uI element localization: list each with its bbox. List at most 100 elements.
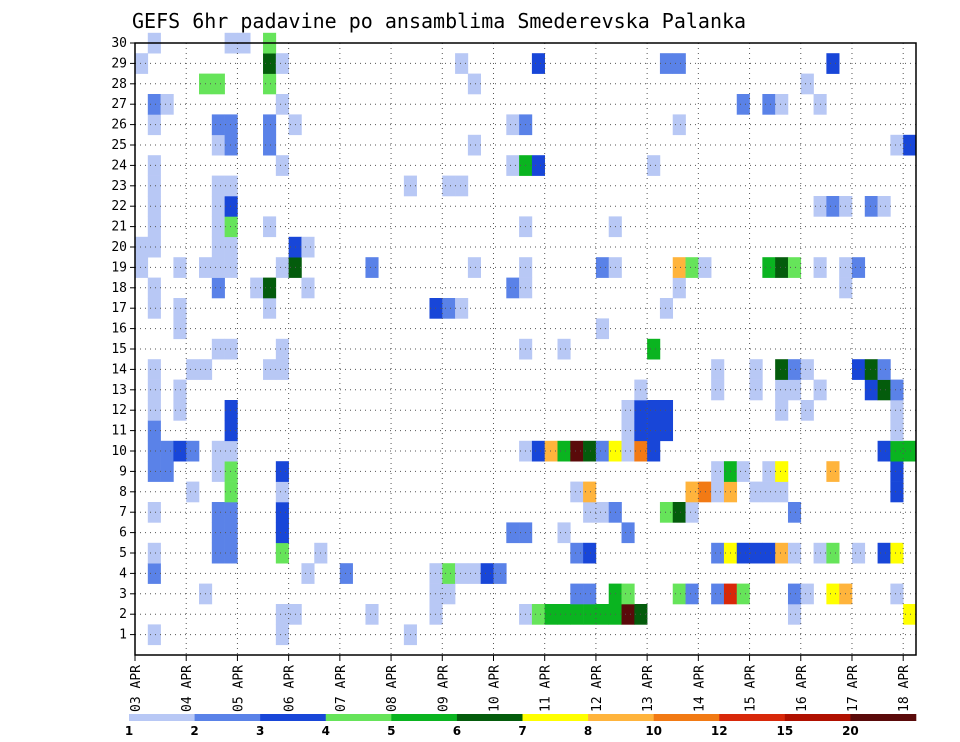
precip-cell	[186, 481, 200, 503]
precip-cell	[147, 277, 161, 299]
precip-cell	[531, 53, 545, 74]
precip-cell	[211, 196, 225, 217]
y-tick-label: 13	[111, 383, 127, 398]
legend-label: 12	[711, 724, 728, 738]
precip-cell	[211, 236, 225, 258]
precip-cell	[147, 236, 161, 258]
precip-cell	[800, 400, 814, 421]
precip-cell	[672, 502, 686, 523]
precip-cell	[557, 440, 571, 462]
precip-cell	[186, 440, 200, 462]
precip-cell	[672, 114, 686, 136]
precip-cell	[890, 481, 904, 503]
precip-cell	[749, 542, 763, 564]
y-tick-label: 12	[111, 403, 127, 418]
legend-label: 10	[645, 724, 662, 738]
legend-swatch	[588, 714, 654, 721]
precip-cell	[173, 400, 187, 421]
precip-cell	[224, 420, 238, 442]
precip-cell	[890, 400, 904, 421]
x-tick-label: 07 APR	[334, 665, 349, 712]
precip-cell	[749, 481, 763, 503]
precip-cell	[135, 236, 149, 258]
precip-cell	[263, 298, 277, 319]
precip-cell	[224, 542, 238, 564]
precip-cell	[659, 53, 674, 74]
precip-cell	[826, 542, 840, 564]
precip-cell	[531, 604, 545, 625]
precip-cell	[224, 461, 238, 482]
y-tick-label: 4	[119, 566, 127, 581]
precip-cell	[467, 563, 481, 584]
x-tick-label: 17 APR	[846, 665, 861, 712]
precip-cell	[672, 53, 686, 74]
precip-cell	[864, 379, 878, 401]
precip-cell	[672, 583, 686, 605]
legend-swatch	[194, 714, 261, 721]
precip-cell	[429, 563, 443, 584]
precip-cell	[263, 53, 277, 74]
precip-cell	[583, 604, 597, 625]
x-tick-label: 18 APR	[897, 665, 912, 712]
precip-cell	[659, 502, 674, 523]
precip-cell	[775, 542, 789, 564]
precip-cell	[224, 400, 238, 421]
legend-label: 20	[842, 724, 859, 738]
precip-cell	[583, 481, 597, 503]
precip-cell	[455, 298, 469, 319]
precip-cell	[762, 94, 776, 115]
precip-cell	[173, 379, 187, 401]
precip-cell	[173, 318, 187, 340]
precip-cell	[467, 134, 481, 156]
precip-cell	[544, 604, 558, 625]
precip-cell	[275, 155, 289, 176]
precip-cell	[275, 53, 289, 74]
precip-cell	[301, 277, 315, 299]
precip-cell	[711, 379, 725, 401]
y-tick-label: 8	[119, 485, 127, 500]
precip-cell	[659, 400, 674, 421]
precip-cell	[467, 257, 481, 278]
precip-cell	[890, 134, 904, 156]
precip-cell	[275, 542, 289, 564]
precip-cell	[570, 481, 584, 503]
precip-cell	[173, 298, 187, 319]
y-tick-label: 20	[111, 240, 127, 255]
precip-cell	[147, 563, 161, 584]
precip-cell	[826, 583, 840, 605]
precip-cell	[301, 236, 315, 258]
precip-cell	[775, 400, 789, 421]
precip-cell	[800, 73, 814, 95]
precip-cell	[160, 440, 174, 462]
precip-cell	[903, 604, 917, 625]
precip-cell	[877, 196, 891, 217]
precip-cell	[826, 461, 840, 482]
x-tick-label: 04 APR	[180, 665, 195, 712]
precip-cell	[583, 542, 597, 564]
precip-cell	[595, 604, 610, 625]
y-tick-label: 17	[111, 301, 127, 316]
precip-cell	[250, 277, 264, 299]
precip-cell	[275, 359, 289, 380]
precip-cell	[698, 257, 712, 278]
y-tick-label: 2	[119, 607, 127, 622]
precip-cell	[211, 440, 225, 462]
precip-cells	[135, 32, 917, 646]
precip-cell	[442, 175, 456, 197]
precip-cell	[147, 420, 161, 442]
precip-cell	[455, 53, 469, 74]
precip-cell	[621, 400, 635, 421]
y-tick-label: 15	[111, 342, 127, 357]
precip-cell	[800, 359, 814, 380]
precip-cell	[147, 379, 161, 401]
precip-cell	[711, 481, 725, 503]
precip-cell	[263, 216, 277, 238]
precip-cell	[224, 481, 238, 503]
precip-cell	[736, 94, 750, 115]
precip-cell	[211, 216, 225, 238]
precip-cell	[224, 440, 238, 462]
precip-cell	[890, 461, 904, 482]
precip-cell	[442, 583, 456, 605]
precip-cell	[864, 196, 878, 217]
y-tick-label: 19	[111, 260, 127, 275]
